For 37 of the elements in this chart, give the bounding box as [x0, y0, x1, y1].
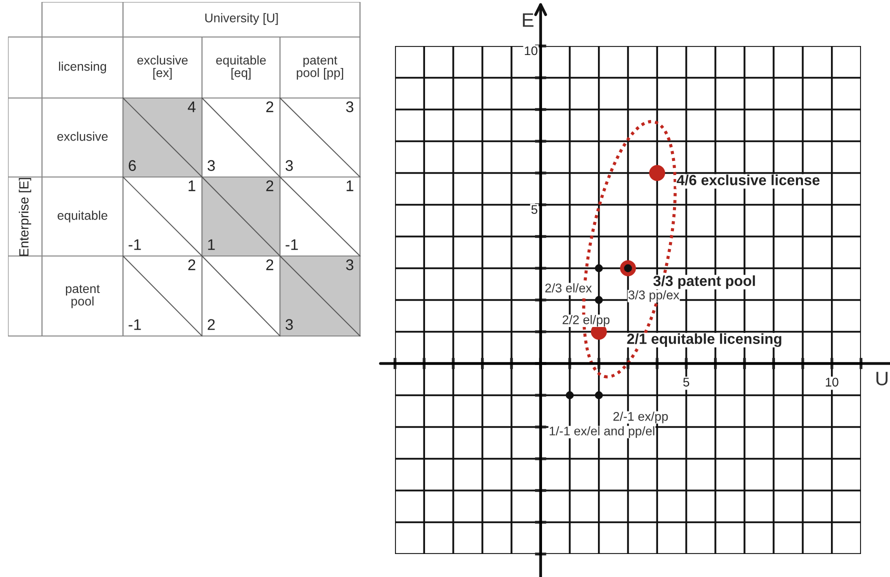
category-label: equitable [eq] — [216, 55, 266, 80]
x-axis-title: U — [876, 372, 888, 386]
text: 3 — [208, 160, 215, 171]
annotation: 3/3 pp/ex — [628, 290, 680, 302]
annotation: 2/1 equitable licensing — [627, 333, 782, 347]
text: 4 — [188, 102, 196, 112]
text: -1 — [286, 239, 298, 250]
text: Enterprise [E] — [18, 178, 32, 256]
annotation: 1/-1 ex/el and pp/el — [550, 426, 654, 438]
annotation: 2/3 el/ex — [545, 283, 592, 292]
y-axis-title: E — [522, 13, 534, 27]
text: -1 — [128, 239, 141, 250]
text: 6 — [128, 160, 136, 171]
annotation: 4/6 exclusive license — [676, 174, 820, 186]
text: 2 — [266, 180, 274, 192]
annotation: 3/3 patent pool — [653, 275, 755, 289]
text: University [U] — [205, 13, 278, 25]
text: 2 — [188, 259, 196, 270]
category-label: patent pool — [66, 284, 100, 308]
text: 3 — [346, 101, 354, 112]
text: 2 — [266, 101, 274, 112]
category-label: exclusive [ex] — [137, 55, 188, 80]
category-label: equitable — [58, 210, 108, 222]
text: 1 — [346, 180, 354, 192]
annotation: 2/2 el/pp — [562, 315, 610, 327]
text: 1 — [208, 239, 215, 250]
annotation: 2/-1 ex/pp — [613, 412, 668, 424]
text: 2 — [208, 319, 215, 330]
text: licensing — [59, 62, 106, 74]
text: 1 — [188, 180, 196, 192]
text: 3 — [346, 259, 354, 270]
text: -1 — [128, 319, 141, 330]
text: 3 — [286, 319, 293, 330]
text: 3 — [286, 160, 293, 171]
text: 2 — [266, 259, 274, 270]
category-label: patent pool [pp] — [296, 56, 344, 80]
category-label: exclusive — [57, 132, 108, 141]
